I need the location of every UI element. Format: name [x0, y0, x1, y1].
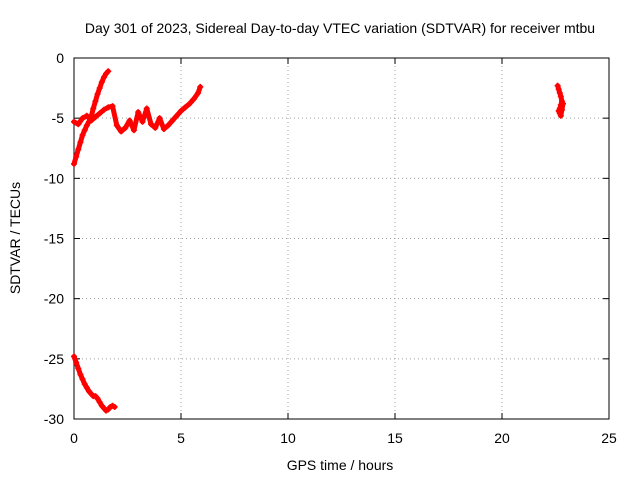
x-tick-label: 0: [70, 430, 78, 446]
trace-segment: [559, 101, 566, 113]
data-series: [71, 68, 566, 414]
axis-ticks: [73, 57, 610, 420]
y-tick-label: -30: [44, 411, 64, 427]
x-tick-labels: 0 5 10 15 20 25: [70, 430, 617, 446]
series-segment-1-steep-rise: [71, 68, 112, 167]
trace-segment: [144, 106, 154, 127]
y-axis-label: SDTVAR / TECUs: [7, 182, 23, 294]
trace-segment: [110, 103, 120, 128]
y-tick-label: -10: [44, 170, 64, 186]
series-segment-3-early-drop: [71, 353, 118, 414]
series-segment-2-morning-band: [71, 83, 204, 135]
trace-segment: [195, 84, 203, 96]
y-tick-label: -25: [44, 351, 64, 367]
x-tick-label: 20: [494, 430, 510, 446]
grid-lines: [74, 58, 609, 419]
y-tick-labels: 0 -5 -10 -15 -20 -25 -30: [44, 50, 64, 427]
trace-segment: [103, 68, 111, 77]
x-axis-label: GPS time / hours: [287, 457, 394, 473]
y-tick-label: -20: [44, 291, 64, 307]
y-tick-label: -15: [44, 231, 64, 247]
series-segment-4-late: [554, 82, 566, 119]
y-tick-label: -5: [52, 110, 65, 126]
y-tick-label: 0: [56, 50, 64, 66]
trace-segment: [110, 403, 118, 410]
chart-title: Day 301 of 2023, Sidereal Day-to-day VTE…: [85, 20, 595, 36]
x-tick-label: 15: [387, 430, 403, 446]
x-tick-label: 5: [177, 430, 185, 446]
x-tick-label: 10: [280, 430, 296, 446]
x-tick-label: 25: [601, 430, 617, 446]
